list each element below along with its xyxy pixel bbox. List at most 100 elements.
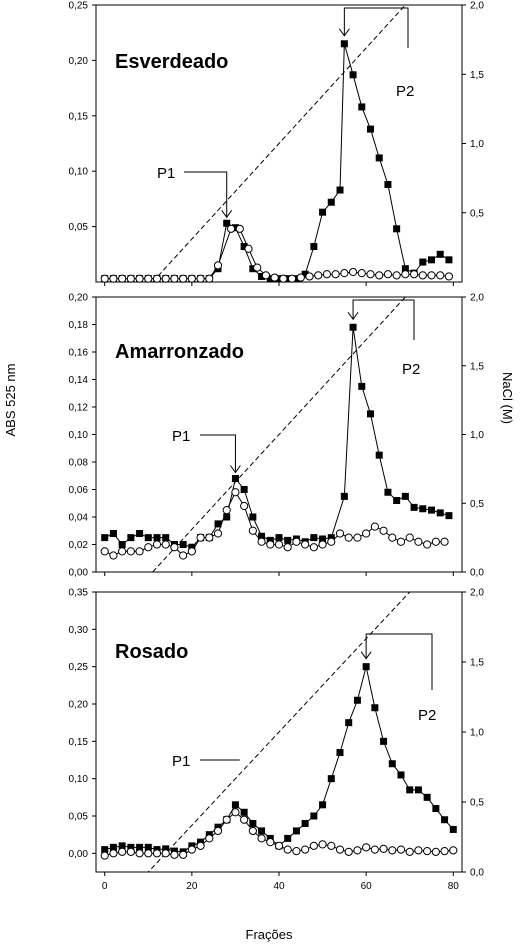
data-point-circle [409, 270, 419, 279]
data-point-square [301, 270, 309, 278]
data-point-circle [270, 273, 279, 282]
data-point-circle [179, 274, 188, 283]
data-point-circle [423, 846, 432, 856]
data-point-square [162, 534, 170, 542]
data-point-circle [375, 271, 384, 280]
data-point-circle [161, 849, 170, 858]
data-point-square [388, 760, 396, 768]
data-point-circle [440, 537, 449, 546]
data-point-square [327, 534, 335, 542]
data-point-circle [392, 271, 401, 280]
data-point-circle [388, 533, 397, 542]
p1-arrow-line [184, 171, 228, 218]
data-point-circle [414, 537, 423, 546]
panel-title: Esverdeado [115, 51, 228, 73]
peak-label-p2: P2 [396, 83, 414, 100]
data-point-square [393, 497, 401, 504]
x-axis-tick-label: 40 [273, 881, 285, 892]
left-axis-tick-label: 0,10 [69, 774, 89, 785]
data-point-circle [427, 271, 436, 280]
data-point-circle [170, 543, 179, 552]
x-axis-tick-label: 0 [102, 881, 108, 892]
data-point-circle [292, 846, 301, 856]
data-point-square [371, 704, 379, 712]
data-point-square [266, 275, 274, 283]
data-point-square [292, 275, 300, 283]
left-axis-tick-label: 0,25 [69, 662, 89, 673]
data-point-square [301, 819, 309, 827]
data-point-circle [296, 273, 305, 282]
p2-arrow-head [347, 311, 359, 321]
data-point-square [258, 272, 266, 280]
data-point-circle [126, 274, 135, 283]
left-axis-tick-label: 0,08 [69, 458, 89, 469]
data-point-square [397, 771, 405, 779]
nacl-gradient-line [104, 296, 454, 573]
data-point-circle [423, 540, 432, 549]
data-point-square [375, 451, 383, 459]
data-point-square [188, 543, 196, 551]
data-point-square [231, 801, 239, 809]
left-axis-tick-label: 0,12 [69, 403, 89, 414]
p2-arrow-line [343, 7, 409, 48]
left-axis-tick-label: 0,16 [69, 348, 89, 359]
data-point-circle [309, 543, 318, 552]
data-point-square [223, 513, 231, 521]
peak-label-p1: P1 [172, 428, 190, 445]
data-point-circle [292, 537, 301, 546]
series-line-filled-square [104, 43, 450, 280]
data-point-circle [340, 269, 349, 278]
data-point-square [284, 834, 292, 842]
data-point-circle [144, 274, 153, 283]
data-point-circle [226, 224, 236, 233]
data-point-square [340, 492, 348, 500]
data-point-circle [235, 224, 244, 233]
data-point-square [336, 186, 344, 194]
data-point-circle [240, 501, 249, 511]
data-point-circle [379, 526, 388, 535]
left-axis-tick-label: 0,14 [69, 375, 89, 386]
data-point-circle [344, 847, 353, 856]
peak-label-p1: P1 [157, 165, 175, 182]
x-axis-title: Frações [246, 927, 293, 942]
data-point-circle [418, 271, 427, 280]
data-point-square [118, 842, 126, 850]
left-axis-tick-label: 0,18 [69, 320, 89, 331]
chart-panel-3: 0,00 0,05 0,10 0,15 0,20 0,25 0,30 0,35 0,0 0,5 1,… [69, 588, 485, 893]
left-axis-tick-label: 0,05 [69, 812, 89, 823]
data-point-square [406, 786, 414, 794]
data-point-circle [431, 847, 440, 856]
data-point-square [179, 541, 187, 548]
data-point-square [384, 180, 392, 188]
right-axis-tick-label: 1,0 [470, 139, 484, 150]
chart-panel-1: 0,05 0,10 0,15 0,20 0,25 0,5 1,0 1,5 2,0 Esverdea… [69, 1, 484, 286]
p2-arrow-head [360, 651, 372, 660]
data-point-square [153, 534, 161, 542]
data-point-circle [353, 846, 362, 855]
data-point-circle [257, 537, 266, 546]
data-point-circle [187, 274, 196, 283]
data-point-circle [301, 540, 310, 549]
left-axis-tick-label: 0,05 [69, 222, 89, 233]
right-axis-tick-label: 1,0 [470, 728, 484, 739]
data-point-square [353, 696, 361, 704]
data-point-circle [388, 846, 397, 855]
data-point-circle [248, 826, 257, 836]
data-point-circle [152, 849, 162, 858]
p1-arrow-head [221, 209, 233, 219]
data-point-square [310, 534, 318, 542]
data-point-square [441, 816, 449, 824]
data-point-circle [274, 841, 284, 850]
data-point-square [310, 243, 318, 251]
right-axis-tick-label: 1,0 [470, 430, 484, 441]
right-axis-title: NaCl (M) [500, 372, 515, 424]
data-point-square [428, 256, 435, 264]
data-point-circle [444, 272, 454, 281]
left-axis-tick-label: 0,00 [69, 568, 89, 579]
data-point-circle [379, 844, 388, 853]
data-point-square [375, 154, 383, 162]
right-axis-tick-label: 2,0 [470, 1, 484, 12]
data-point-circle [196, 274, 205, 283]
data-point-square [258, 532, 266, 540]
